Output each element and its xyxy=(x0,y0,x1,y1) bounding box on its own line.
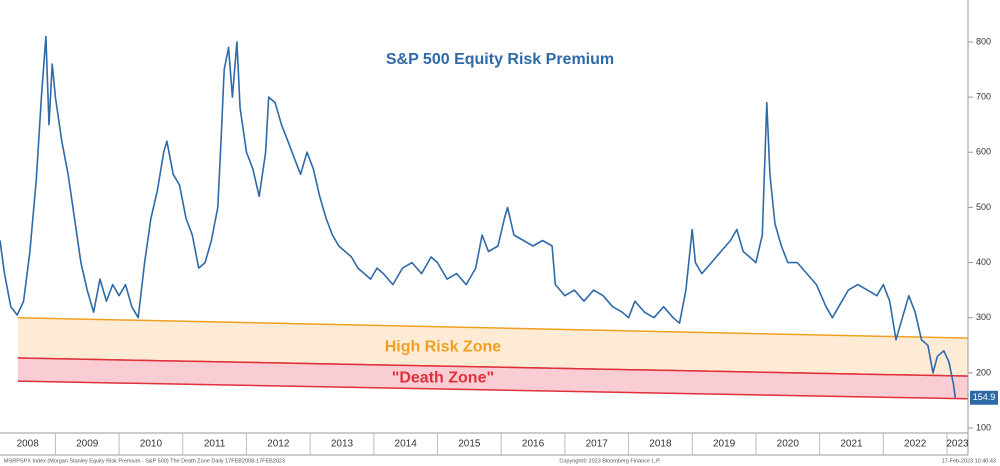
x-tick-label: 2016 xyxy=(522,439,545,450)
chart-title: S&P 500 Equity Risk Premium xyxy=(386,51,614,68)
x-tick-label: 2012 xyxy=(267,439,290,450)
y-tick-label: 100 xyxy=(976,422,991,432)
x-tick-label: 2020 xyxy=(777,439,800,450)
x-tick-label: 2013 xyxy=(331,439,354,450)
x-tick-label: 2018 xyxy=(649,439,672,450)
zone-boundary xyxy=(17,316,969,339)
footer-text: MSRPSPX Index (Morgan Stanley Equity Ris… xyxy=(4,458,285,464)
x-tick-label: 2009 xyxy=(76,439,99,450)
x-tick-label: 2015 xyxy=(458,439,481,450)
x-tick-label: 2023 xyxy=(946,439,969,450)
x-tick-label: 2022 xyxy=(904,439,927,450)
y-tick-label: 200 xyxy=(976,367,991,377)
y-tick-label: 400 xyxy=(976,257,991,267)
y-tick-label: 500 xyxy=(976,202,991,212)
x-tick-label: 2019 xyxy=(713,439,736,450)
last-value-box xyxy=(970,390,998,405)
y-tick-label: 800 xyxy=(976,36,991,46)
x-tick-label: 2011 xyxy=(204,439,226,450)
x-tick-label: 2010 xyxy=(140,439,163,450)
line xyxy=(0,35,957,398)
x-tick-label: 2021 xyxy=(840,439,863,450)
footer-text: Copyright© 2023 Bloomberg Finance L.P. xyxy=(559,457,661,464)
zone-label: High Risk Zone xyxy=(385,339,502,356)
zone-fill xyxy=(17,317,968,377)
x-tick-label: 2017 xyxy=(586,439,609,450)
zone-boundary xyxy=(17,357,969,377)
y-tick-label: 600 xyxy=(976,147,991,157)
zone-boundary xyxy=(17,380,969,400)
y-tick-label: 300 xyxy=(976,312,991,322)
zone-label: "Death Zone" xyxy=(392,370,494,387)
x-tick-label: 2014 xyxy=(395,439,418,450)
x-tick-label: 2008 xyxy=(17,439,40,450)
zone-fill xyxy=(17,357,968,399)
y-tick-label: 700 xyxy=(976,91,991,101)
footer-text: 17-Feb-2023 10:40:43 xyxy=(942,458,996,464)
last-value-label: 154.9 xyxy=(973,392,996,402)
